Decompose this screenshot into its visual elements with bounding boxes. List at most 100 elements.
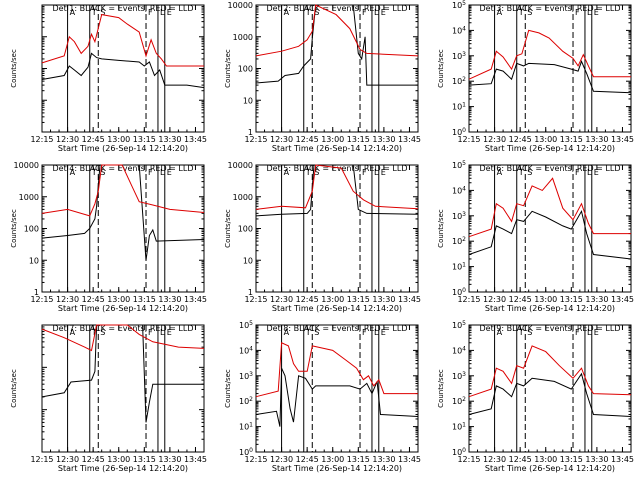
event-marker-label: E [594,328,599,337]
x-axis-label: Start Time (26-Sep-14 12:14:20) [58,144,188,153]
y-tick-label: 1000 [19,193,39,202]
x-tick-label: 13:45 [398,135,421,144]
event-marker-label: F [575,168,580,177]
x-tick-label: 13:30 [158,135,181,144]
x-tick-label: 12:15 [30,135,53,144]
y-tick-label: 10000 [228,1,253,10]
y-tick-label: 104 [452,345,466,355]
x-tick-label: 13:15 [347,295,370,304]
series-line-events [468,60,632,94]
event-marker-label: L [374,168,379,177]
detector-chart-8: Det 8: BLACK = Events, RED = LLD10010110… [224,320,421,473]
x-tick-label: 13:00 [107,295,130,304]
event-marker-label: A [497,328,503,337]
x-tick-label: 13:00 [321,135,344,144]
x-tick-label: 13:30 [372,295,395,304]
detector-chart-4: Det 4: BLACK = Events, RED = LLD 1 10 100 10… [10,161,207,313]
x-tick-label: 13:15 [560,455,583,464]
event-marker-label: A [284,8,290,17]
y-tick-label: 100 [24,225,39,234]
x-tick-label: 13:45 [184,135,207,144]
x-tick-label: 13:30 [158,455,181,464]
x-tick-label: 13:00 [534,455,557,464]
x-tick-label: 13:30 [585,455,608,464]
x-tick-label: 13:30 [372,135,395,144]
event-marker-label: A [284,168,290,177]
y-tick-label: 1 [248,288,253,297]
series-line-events [468,209,632,260]
series-line-events [255,367,419,427]
x-axis-label: Start Time (26-Sep-14 12:14:20) [485,464,615,473]
series-line-lld [468,177,631,238]
x-tick-label: 12:30 [56,135,79,144]
x-tick-label: 13:45 [184,455,207,464]
event-marker-label: S [314,8,319,17]
event-marker-label: A [497,8,503,17]
y-axis-label: Counts/sec [10,369,18,408]
x-axis-label: Start Time (26-Sep-14 12:14:20) [272,304,402,313]
x-axis-label: Start Time (26-Sep-14 12:14:20) [485,144,615,153]
series-line-lld [468,345,632,398]
event-marker-label: A [70,168,76,177]
event-marker-label: L [587,328,592,337]
y-tick-label-exponent: 5 [462,0,466,7]
y-axis-label: Counts/sec [224,49,232,88]
y-axis-label: Counts/sec [437,49,445,88]
x-tick-label: 12:45 [296,135,319,144]
event-marker-label: L [160,8,165,17]
y-tick-label: 10000 [14,161,39,170]
x-tick-label: 13:30 [158,295,181,304]
event-marker-label: S [100,328,105,337]
event-marker-label: S [314,168,319,177]
x-tick-label: 12:45 [296,295,319,304]
event-marker-label: L [374,8,379,17]
x-tick-label: 12:45 [296,455,319,464]
x-tick-label: 12:30 [270,295,293,304]
series-line-events [255,164,419,217]
chart-title: Det 1: BLACK = Events, RED = LLD [53,4,194,13]
plot-frame [255,4,419,133]
series-line-lld [41,164,205,217]
series-line-lld [255,342,418,398]
y-tick-label-exponent: 1 [249,422,253,429]
x-axis-label: Start Time (26-Sep-14 12:14:20) [485,304,615,313]
x-tick-label: 13:15 [133,295,156,304]
x-axis-label: Start Time (26-Sep-14 12:14:20) [58,464,188,473]
y-tick-label-exponent: 2 [462,76,466,83]
y-tick-label: 105 [452,160,466,170]
event-marker-label: L [587,8,592,17]
plot-frame [468,4,632,133]
y-tick-label: 105 [452,0,466,10]
x-tick-label: 13:15 [347,455,370,464]
x-tick-label: 13:15 [133,455,156,464]
y-tick-label: 100 [452,287,466,297]
detector-chart-3: Det 3: BLACK = Events, RED = LLD10010110… [437,0,634,153]
event-marker-label: A [70,8,76,17]
event-marker-label: F [362,168,367,177]
y-axis-label: Counts/sec [10,209,18,248]
event-marker-label: L [587,168,592,177]
y-tick-label: 1 [34,288,39,297]
y-tick-label: 103 [452,51,466,61]
detector-chart-6: Det 6: BLACK = Events, RED = LLD10010110… [437,160,634,313]
y-tick-label-exponent: 1 [462,422,466,429]
event-marker-label: F [148,8,153,17]
y-tick-label: 101 [452,422,466,432]
plot-frame [41,164,205,293]
x-tick-label: 12:15 [457,295,480,304]
x-tick-label: 12:15 [457,455,480,464]
series-line-lld [41,324,205,352]
x-tick-label: 13:30 [372,455,395,464]
event-marker-label: A [284,328,290,337]
x-tick-label: 13:45 [398,455,421,464]
x-tick-label: 12:30 [56,295,79,304]
x-tick-label: 12:30 [483,135,506,144]
event-marker-label: S [314,328,319,337]
series-line-lld [255,164,419,210]
plot-frame [41,324,205,453]
event-marker-label: S [527,168,532,177]
x-tick-label: 12:30 [56,455,79,464]
y-tick-label: 101 [452,102,466,112]
y-tick-label-exponent: 3 [249,371,253,378]
